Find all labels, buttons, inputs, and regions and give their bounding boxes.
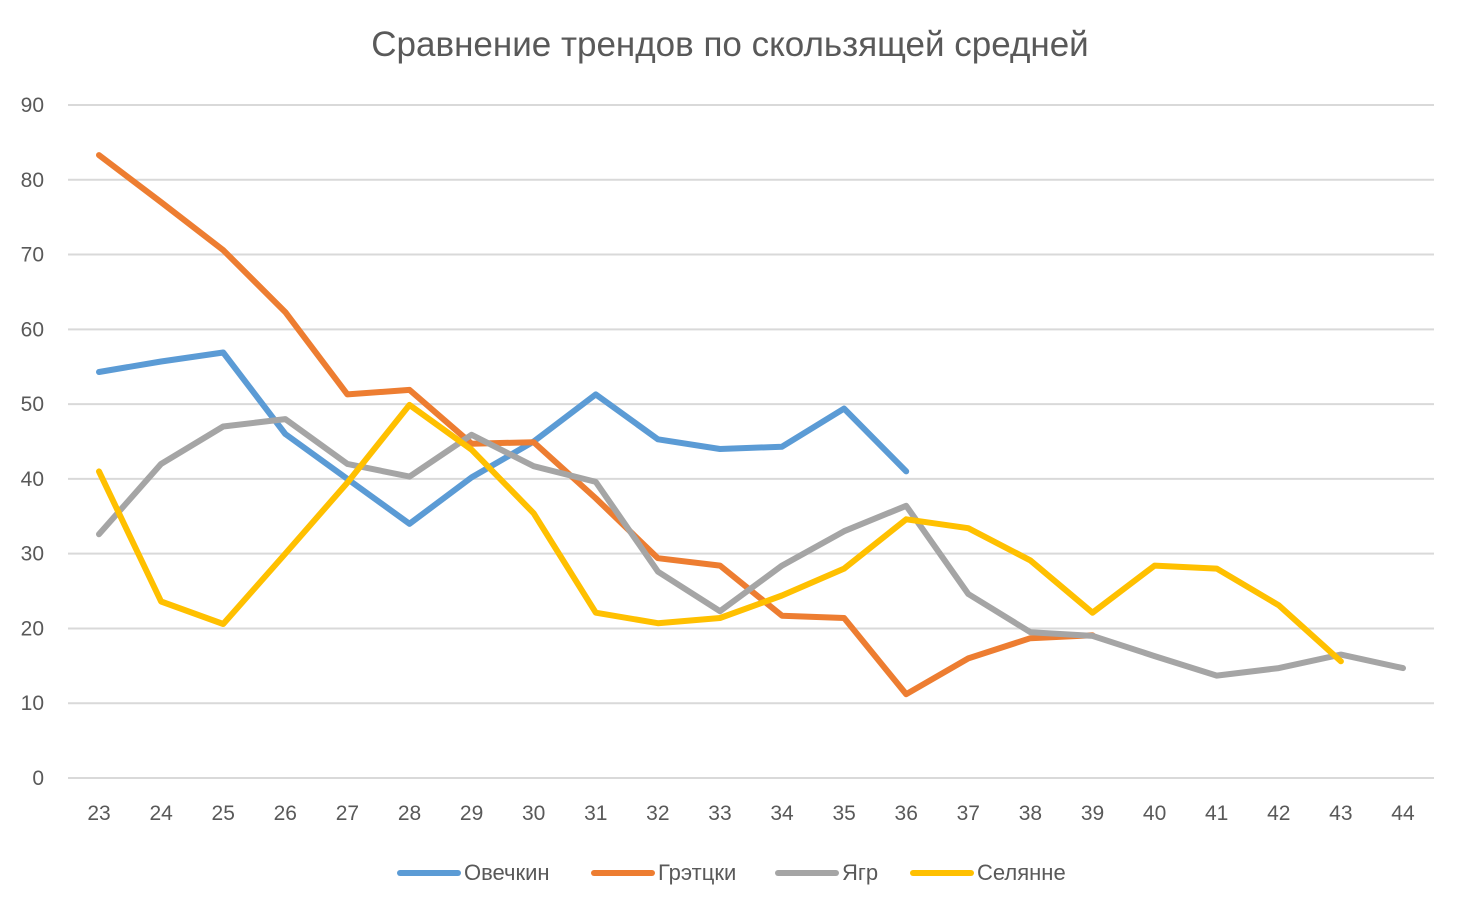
series-line-2 [96,152,1096,698]
x-tick-label: 39 [1081,802,1104,825]
legend-item-3[interactable]: Ягр [775,860,878,885]
x-tick-label: 42 [1267,802,1290,825]
legend-item-2[interactable]: Грэтцки [591,860,736,885]
legend-label: Овечкин [464,860,550,885]
x-tick-label: 41 [1205,802,1228,825]
y-tick-label: 20 [21,617,44,640]
legend-item-4[interactable]: Селянне [910,860,1066,885]
y-tick-label: 70 [21,244,44,267]
y-tick-label: 30 [21,543,44,566]
legend: Овечкин Грэтцки Ягр Селянне [397,860,1066,885]
x-axis-ticks: 23 24 25 26 27 28 29 30 31 32 33 34 35 36 37 38 39 40 41 42… [87,802,1415,825]
x-tick-label: 35 [832,802,855,825]
series-line-4 [96,401,1344,665]
y-tick-label: 60 [21,318,44,341]
x-tick-label: 43 [1329,802,1352,825]
legend-label: Селянне [977,860,1066,885]
x-tick-label: 29 [460,802,483,825]
x-tick-label: 27 [336,802,359,825]
series-line-3 [96,416,1406,679]
y-tick-label: 40 [21,468,44,491]
x-tick-label: 36 [895,802,918,825]
x-tick-label: 38 [1019,802,1042,825]
y-tick-label: 80 [21,169,44,192]
x-tick-label: 44 [1391,802,1415,825]
x-tick-label: 40 [1143,802,1166,825]
x-tick-label: 26 [274,802,297,825]
y-tick-label: 90 [21,94,44,117]
legend-label: Грэтцки [658,860,736,885]
y-tick-label: 10 [21,692,44,715]
y-tick-label: 50 [21,393,44,416]
x-tick-label: 28 [398,802,421,825]
x-tick-label: 33 [708,802,731,825]
series-line-1 [96,349,910,527]
x-tick-label: 31 [584,802,607,825]
legend-item-1[interactable]: Овечкин [397,860,550,885]
x-tick-label: 34 [770,802,794,825]
y-axis-ticks: 0 10 20 30 40 50 60 70 80 90 [21,94,44,790]
series-lines [96,152,1406,698]
x-tick-label: 30 [522,802,545,825]
x-tick-label: 23 [87,802,110,825]
x-tick-label: 24 [149,802,173,825]
x-tick-label: 32 [646,802,669,825]
legend-label: Ягр [842,860,878,885]
chart-title: Сравнение трендов по скользящей средней [371,25,1088,64]
x-tick-label: 37 [957,802,980,825]
x-tick-label: 25 [212,802,235,825]
y-tick-label: 0 [32,767,44,790]
